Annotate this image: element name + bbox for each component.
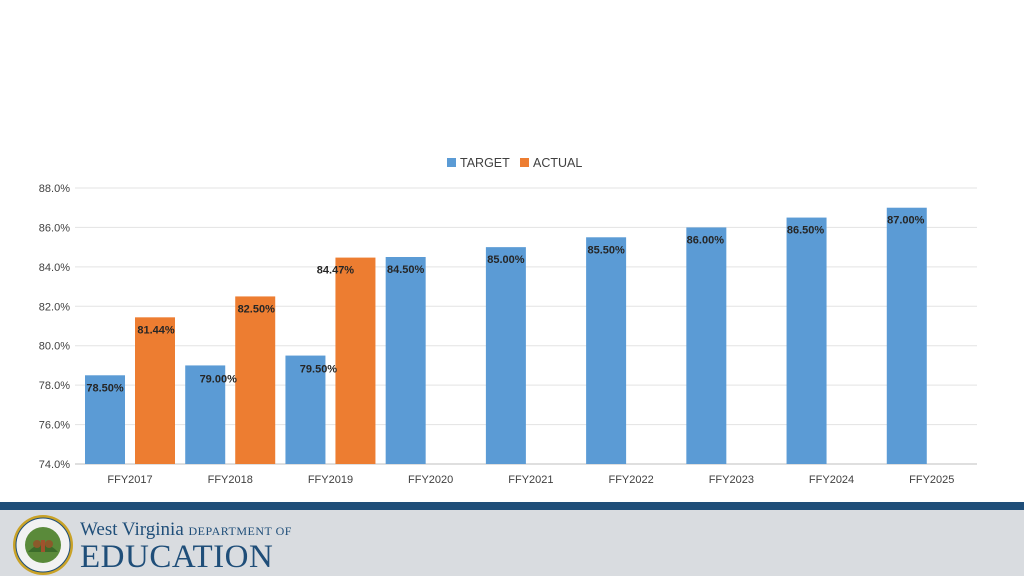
y-tick-label: 86.0%: [39, 222, 70, 234]
target-data-label: 84.50%: [387, 264, 425, 276]
target-bar: [686, 227, 727, 464]
brand-education: EDUCATION: [80, 539, 274, 575]
actual-data-label: 82.50%: [238, 303, 276, 315]
target-data-label: 79.50%: [300, 364, 338, 376]
x-tick-label: FFY2020: [408, 474, 453, 486]
y-tick-label: 82.0%: [39, 301, 70, 313]
target-bar: [485, 247, 526, 464]
x-tick-label: FFY2017: [107, 474, 152, 486]
target-bar: [886, 207, 927, 464]
y-tick-label: 74.0%: [39, 459, 70, 471]
state-seal-logo: [13, 515, 73, 575]
target-legend-label: TARGET: [460, 156, 510, 170]
brand-department: DEPARTMENT OF: [188, 524, 292, 538]
target-bar: [185, 365, 226, 464]
brand-top-line: West Virginia DEPARTMENT OF: [80, 520, 292, 541]
actual-data-label: 81.44%: [137, 324, 175, 336]
bar-chart: 74.0% 76.0% 78.0% 80.0% 82.0% 84.0% 86.0% 88.0%…: [39, 156, 977, 486]
target-bar: [285, 355, 326, 464]
y-tick-label: 80.0%: [39, 341, 70, 353]
target-data-label: 87.00%: [887, 215, 925, 227]
target-data-label: 79.00%: [200, 373, 238, 385]
x-tick-label: FFY2024: [809, 474, 854, 486]
actual-data-label: 84.47%: [317, 265, 355, 277]
target-data-label: 86.50%: [787, 225, 825, 237]
target-bar: [586, 237, 627, 464]
brand-wordmark: West Virginia DEPARTMENT OF EDUCATION: [80, 520, 292, 575]
actual-bar: [135, 317, 175, 464]
target-bar: [385, 257, 426, 464]
y-tick-label: 88.0%: [39, 183, 70, 195]
target-bar: [786, 217, 827, 464]
x-tick-label: FFY2019: [308, 474, 353, 486]
footer-divider: [0, 502, 1024, 510]
footer: [0, 510, 1024, 576]
target-data-label: 85.50%: [587, 244, 625, 256]
actual-bar: [235, 296, 276, 464]
brand-state-name: West Virginia: [80, 519, 184, 540]
target-bar: [85, 375, 125, 464]
actual-bar: [335, 257, 376, 464]
actual-legend-swatch: [520, 158, 529, 167]
target-legend-swatch: [447, 158, 456, 167]
x-tick-label: FFY2023: [709, 474, 754, 486]
y-tick-label: 84.0%: [39, 262, 70, 274]
x-tick-label: FFY2018: [208, 474, 253, 486]
target-data-label: 78.50%: [86, 382, 124, 394]
x-tick-label: FFY2025: [909, 474, 954, 486]
actual-legend-label: ACTUAL: [533, 156, 582, 170]
x-tick-label: FFY2022: [608, 474, 653, 486]
target-data-label: 85.00%: [487, 254, 525, 266]
target-data-label: 86.00%: [687, 234, 725, 246]
y-tick-label: 76.0%: [39, 420, 70, 432]
y-tick-label: 78.0%: [39, 380, 70, 392]
x-tick-label: FFY2021: [508, 474, 553, 486]
